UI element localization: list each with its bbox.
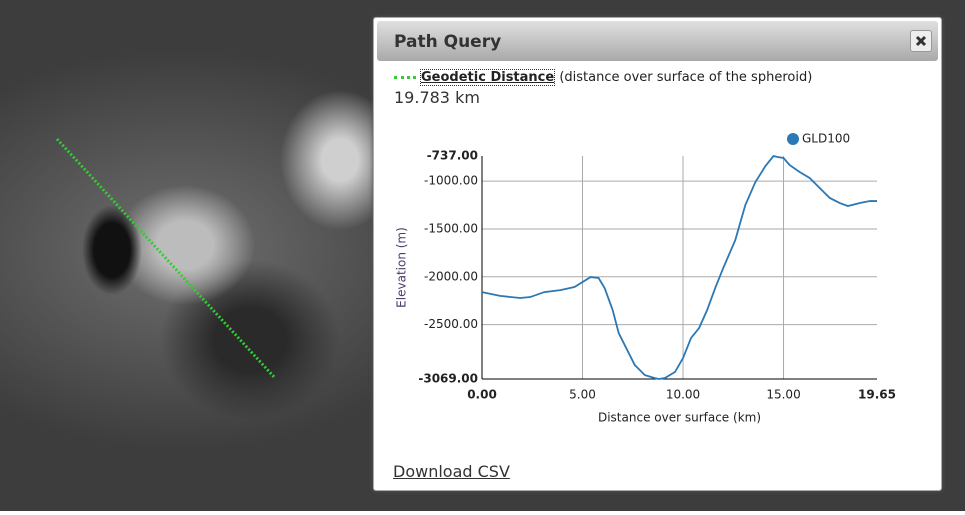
- distance: 19.783 km: [394, 88, 480, 107]
- y-tick-label: -3069.00: [418, 372, 478, 386]
- line-series: [481, 154, 877, 380]
- legend-marker: [787, 133, 799, 145]
- x-tick-label: 0.00: [467, 388, 497, 402]
- y-tick-label: -1500.00: [424, 221, 478, 235]
- y-axis-label: Elevation (m): [395, 227, 409, 308]
- dialog-title: Path Query: [394, 32, 502, 52]
- dialog: Path Query Geodetic Distance (distance o…: [373, 17, 942, 491]
- x-tick-label: 19.65: [858, 388, 896, 402]
- x-axis-label: Distance over surface (km): [598, 411, 761, 425]
- close-button[interactable]: [910, 30, 932, 52]
- x-tick-label: 10.00: [666, 388, 700, 402]
- y-tick-label: -2500.00: [424, 317, 478, 331]
- x-tick-label: 15.00: [766, 388, 800, 402]
- dialog-header: Path Query: [377, 21, 938, 61]
- y-tick-label: -2000.00: [424, 269, 478, 283]
- measure-label[interactable]: Geodetic Distance: [420, 69, 556, 86]
- path-line: [55, 137, 277, 380]
- download-link[interactable]: Download CSV: [393, 462, 510, 481]
- y-tick-label: -737.00: [427, 149, 478, 163]
- measure-note: (distance over surface of the spheroid): [559, 70, 813, 85]
- measure: Geodetic Distance (distance over surface…: [394, 69, 813, 86]
- x-tick-label: 5.00: [569, 388, 596, 402]
- legend-label: GLD100: [802, 132, 850, 146]
- y-tick-label: -1000.00: [424, 174, 478, 188]
